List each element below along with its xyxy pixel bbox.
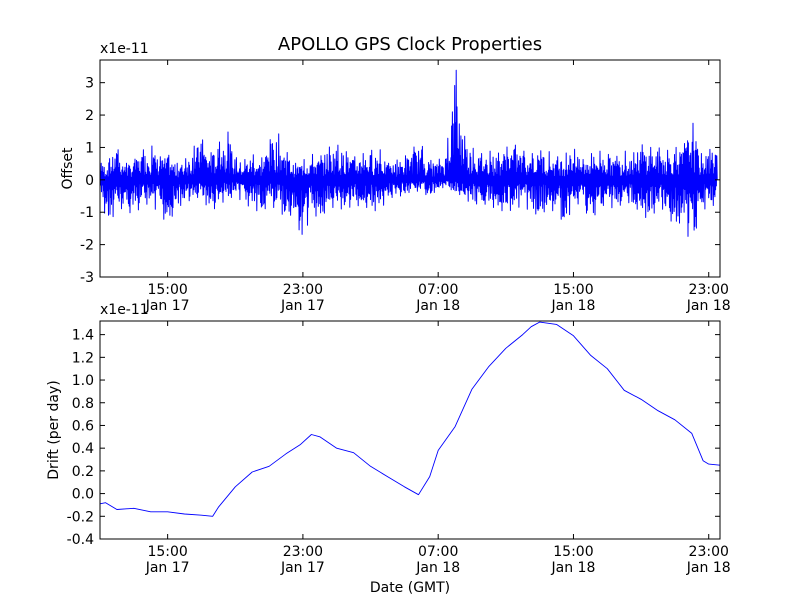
axis-multiplier: x1e-11 [100, 41, 149, 57]
plot-frame [99, 320, 721, 540]
y-tick-label: -3 [80, 270, 94, 286]
series-line [99, 69, 718, 237]
y-tick-label: 1.0 [72, 373, 94, 389]
y-tick-label: -1 [80, 205, 94, 221]
y-tick-label: -0.2 [67, 509, 94, 525]
y-tick-label: 3 [85, 76, 94, 92]
y-tick-label: 0.0 [72, 487, 94, 503]
x-tick-date-label: Jan 17 [280, 298, 325, 314]
y-tick-label: 1 [85, 140, 94, 156]
y-tick-label: 0.8 [72, 396, 94, 412]
x-tick-date-label: Jan 18 [551, 298, 596, 314]
x-tick-label: 23:00 [689, 544, 729, 560]
x-tick-label: 23:00 [283, 282, 323, 298]
x-tick-date-label: Jan 17 [145, 560, 190, 576]
y-tick-label: 0.6 [72, 418, 94, 434]
y-tick-label: 2 [85, 108, 94, 124]
figure-title: APOLLO GPS Clock Properties [278, 34, 542, 55]
y-tick-label: 1.2 [72, 350, 94, 366]
x-tick-date-label: Jan 18 [686, 298, 731, 314]
x-tick-label: 07:00 [418, 282, 458, 298]
x-tick-label: 07:00 [418, 544, 458, 560]
x-tick-label: 15:00 [553, 544, 593, 560]
x-tick-date-label: Jan 18 [415, 298, 460, 314]
y-tick-label: 0.2 [72, 464, 94, 480]
x-tick-date-label: Jan 18 [551, 560, 596, 576]
x-tick-label: 15:00 [553, 282, 593, 298]
y-axis-label: Drift (per day) [46, 380, 62, 479]
plot-frame [99, 59, 721, 278]
y-tick-label: -0.4 [67, 532, 94, 548]
y-tick-label: 1.4 [72, 328, 94, 344]
x-tick-label: 15:00 [147, 282, 187, 298]
x-tick-date-label: Jan 17 [280, 560, 325, 576]
series-line [99, 321, 721, 517]
y-axis-label: Offset [60, 147, 76, 190]
axis-multiplier: x1e-11 [100, 302, 149, 318]
x-tick-label: 23:00 [283, 544, 323, 560]
x-tick-date-label: Jan 18 [415, 560, 460, 576]
y-tick-label: 0 [85, 173, 94, 189]
x-tick-label: 23:00 [689, 282, 729, 298]
x-tick-date-label: Jan 17 [145, 298, 190, 314]
x-axis-label: Date (GMT) [370, 580, 450, 596]
y-tick-label: -2 [80, 238, 94, 254]
y-tick-label: 0.4 [72, 441, 94, 457]
x-tick-label: 15:00 [147, 544, 187, 560]
drift-panel: -0.4-0.20.00.20.40.60.81.01.21.415:00Jan… [46, 302, 731, 596]
x-tick-date-label: Jan 18 [686, 560, 731, 576]
